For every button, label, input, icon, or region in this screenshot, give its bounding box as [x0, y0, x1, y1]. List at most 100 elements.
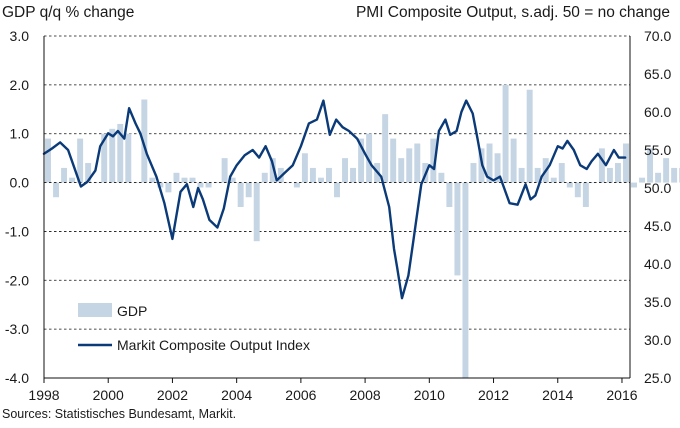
gdp-bar [61, 167, 68, 183]
gdp-bar [558, 163, 565, 183]
gdp-bar [189, 177, 196, 183]
gdp-bar [253, 182, 260, 242]
gdp-bar [317, 177, 324, 183]
gdp-bar [77, 138, 84, 183]
gdp-bar [53, 182, 60, 198]
gdp-bar [109, 128, 116, 183]
gdp-bar [510, 138, 517, 183]
right-axis-title: PMI Composite Output, s.adj. 50 = no cha… [355, 4, 670, 21]
gdp-bar [671, 167, 678, 183]
gdp-bar [574, 182, 581, 198]
gdp-bar [614, 163, 621, 183]
gdp-bar [382, 114, 389, 183]
gdp-bar [470, 163, 477, 183]
gdp-bar [486, 143, 493, 183]
x-tick-label: 2002 [157, 387, 188, 403]
gdp-bar [309, 167, 316, 183]
x-tick-label: 2016 [606, 387, 637, 403]
right-tick-label: 60.0 [644, 104, 671, 120]
gdp-bar [165, 182, 172, 193]
legend-label-gdp: GDP [117, 303, 147, 319]
gdp-bar [366, 133, 373, 183]
gdp-bar [414, 143, 421, 183]
pmi-series-line [42, 99, 627, 300]
gdp-bar [101, 133, 108, 183]
gdp-bar [590, 182, 597, 184]
gdp-bar [663, 158, 670, 183]
gdp-bar [655, 172, 662, 183]
gdp-bar [358, 138, 365, 183]
right-tick-label: 25.0 [644, 370, 671, 386]
gdp-bar [502, 84, 509, 183]
left-tick-label: 3.0 [10, 28, 30, 44]
left-tick-label: -4.0 [5, 370, 29, 386]
gdp-bar [229, 177, 236, 183]
left-tick-label: 0.0 [10, 175, 30, 191]
gdp-bar [125, 133, 132, 183]
gdp-bar [446, 182, 453, 207]
right-tick-label: 40.0 [644, 256, 671, 272]
x-tick-label: 2010 [414, 387, 445, 403]
gdp-bar [350, 167, 357, 183]
gdp-bar [462, 182, 469, 378]
legend-label-pmi: Markit Composite Output Index [117, 337, 310, 353]
gdp-bar [623, 143, 629, 183]
gdp-bar [173, 172, 180, 183]
right-tick-label: 65.0 [644, 66, 671, 82]
gdp-bar [213, 182, 220, 184]
gdp-bar [197, 182, 204, 188]
gdp-bar [245, 182, 252, 198]
gdp-bar [285, 182, 292, 184]
right-tick-label: 45.0 [644, 218, 671, 234]
gdp-bars [45, 84, 680, 378]
gdp-bar [269, 158, 276, 183]
gdp-bar [550, 177, 557, 183]
right-tick-label: 35.0 [644, 294, 671, 310]
gdp-bar [301, 153, 308, 183]
gdp-bar [117, 123, 124, 183]
gdp-bar [398, 158, 405, 183]
right-tick-label: 55.0 [644, 142, 671, 158]
gdp-bar [526, 89, 533, 183]
x-tick-label: 1998 [28, 387, 59, 403]
gdp-bar [69, 177, 76, 183]
gdp-bar [334, 182, 340, 198]
gdp-bar [454, 182, 461, 276]
gdp-bar [494, 153, 501, 183]
axes: 3.0 2.0 1.0 0.0 -1.0 -2.0 -3.0 -4.0 70.0 65.0 60.0… [5, 28, 672, 403]
left-axis-title: GDP q/q % change [2, 4, 135, 21]
gdp-bar [639, 177, 646, 183]
gdp-bar [342, 158, 348, 183]
gdp-bar [181, 177, 188, 183]
gdp-bar [534, 167, 541, 183]
left-tick-label: 2.0 [10, 77, 30, 93]
gdp-bar [430, 138, 437, 183]
gdp-bar [390, 138, 397, 183]
left-tick-label: -2.0 [5, 272, 29, 288]
x-tick-label: 2008 [350, 387, 381, 403]
x-tick-label: 2000 [93, 387, 124, 403]
gdp-bar [566, 182, 573, 188]
left-tick-label: 1.0 [10, 126, 30, 142]
gdp-bar [606, 167, 613, 183]
gdp-bar [157, 182, 164, 188]
left-tick-label: -1.0 [5, 223, 29, 239]
gdp-bar [438, 172, 445, 183]
gdp-bar [598, 148, 605, 183]
gdp-bar [518, 167, 525, 183]
pmi-line [42, 99, 627, 300]
gdp-bar [647, 148, 654, 183]
gdp-bar [85, 163, 92, 183]
gdp-bar [149, 177, 156, 183]
right-tick-label: 50.0 [644, 180, 671, 196]
gdp-bar [406, 148, 413, 183]
right-tick-label: 30.0 [644, 332, 671, 348]
left-tick-label: -3.0 [5, 321, 29, 337]
x-tick-label: 2006 [285, 387, 316, 403]
right-tick-label: 70.0 [644, 28, 671, 44]
gdp-bar [221, 158, 228, 183]
gdp-bar [237, 182, 244, 207]
gdp-bar [45, 138, 51, 183]
x-tick-label: 2004 [221, 387, 252, 403]
